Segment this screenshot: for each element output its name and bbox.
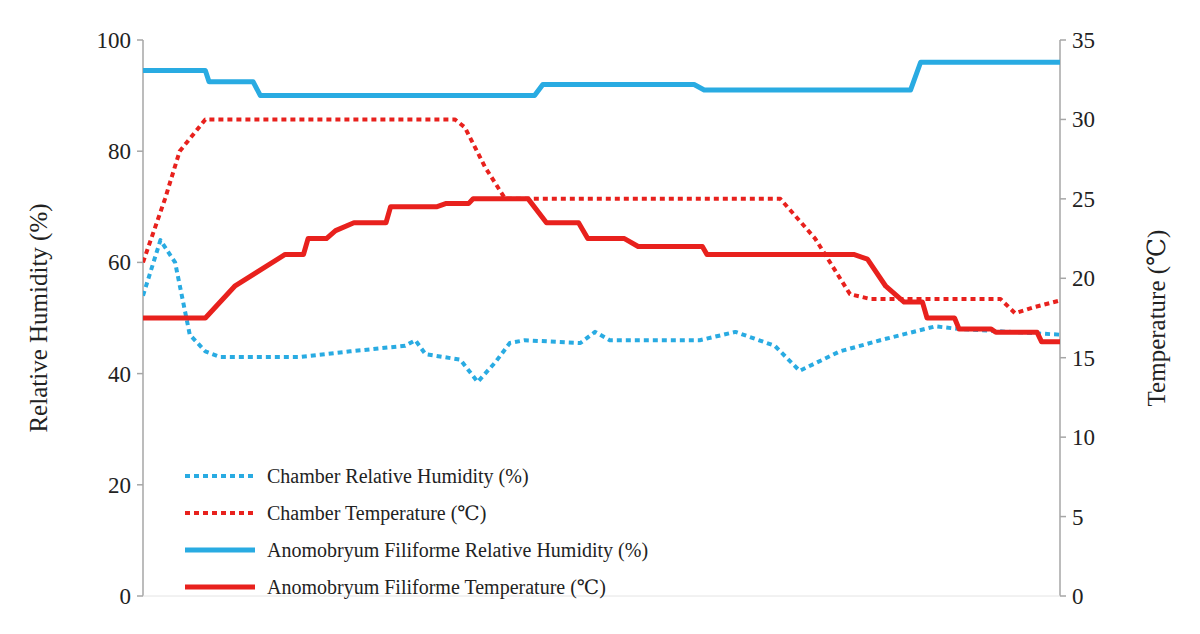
legend-swatch: [185, 585, 255, 590]
legend-swatch: [185, 548, 255, 553]
y2-tick-label: 35: [1072, 28, 1095, 53]
y-tick-label: 0: [120, 584, 132, 609]
y-tick: [137, 150, 143, 152]
y-tick: [137, 262, 143, 264]
y-tick-label: 40: [108, 362, 131, 387]
y2-tick: [1060, 436, 1066, 438]
y2-tick-label: 0: [1072, 584, 1084, 609]
series-line: [143, 62, 1060, 95]
y2-tick-label: 10: [1072, 425, 1095, 450]
y-tick-label: 100: [97, 28, 132, 53]
y2-axis-title: Temperature (℃): [1143, 230, 1171, 407]
y2-tick-label: 20: [1072, 266, 1095, 291]
y-tick-label: 60: [108, 250, 131, 275]
y2-tick-label: 15: [1072, 346, 1095, 371]
legend-label: Anomobryum Filiforme Relative Humidity (…: [267, 539, 648, 562]
y-tick: [137, 39, 143, 41]
y2-tick-label: 25: [1072, 187, 1095, 212]
y-axis-title: Relative Humidity (%): [25, 203, 53, 432]
series-line: [143, 119, 1060, 313]
chart: 0 20 40 60 80 100 0 5 10 15 20 25 30 35 Relative Humid…: [0, 0, 1200, 634]
legend-label: Anomobryum Filiforme Temperature (℃): [267, 576, 606, 599]
plot-area: [143, 62, 1060, 382]
series-line: [143, 199, 1060, 342]
y-tick: [137, 595, 143, 597]
y2-tick: [1060, 198, 1066, 200]
y2-tick: [1060, 357, 1066, 359]
legend-label: Chamber Relative Humidity (%): [267, 465, 529, 488]
y-tick-label: 80: [108, 139, 131, 164]
y2-tick-label: 5: [1072, 505, 1084, 530]
y2-tick: [1060, 595, 1066, 597]
y-tick: [137, 373, 143, 375]
y2-tick-label: 30: [1072, 107, 1095, 132]
legend-swatch: [185, 511, 255, 515]
y2-tick: [1060, 516, 1066, 518]
legend-label: Chamber Temperature (℃): [267, 502, 486, 525]
y2-axis-line: [1059, 40, 1061, 596]
legend-swatch: [185, 474, 255, 478]
legend: Chamber Relative Humidity (%) Chamber Tem…: [185, 465, 648, 599]
y2-tick: [1060, 119, 1066, 121]
y2-tick: [1060, 39, 1066, 41]
y-tick-label: 20: [108, 473, 131, 498]
y-tick: [137, 484, 143, 486]
y2-tick: [1060, 278, 1066, 280]
